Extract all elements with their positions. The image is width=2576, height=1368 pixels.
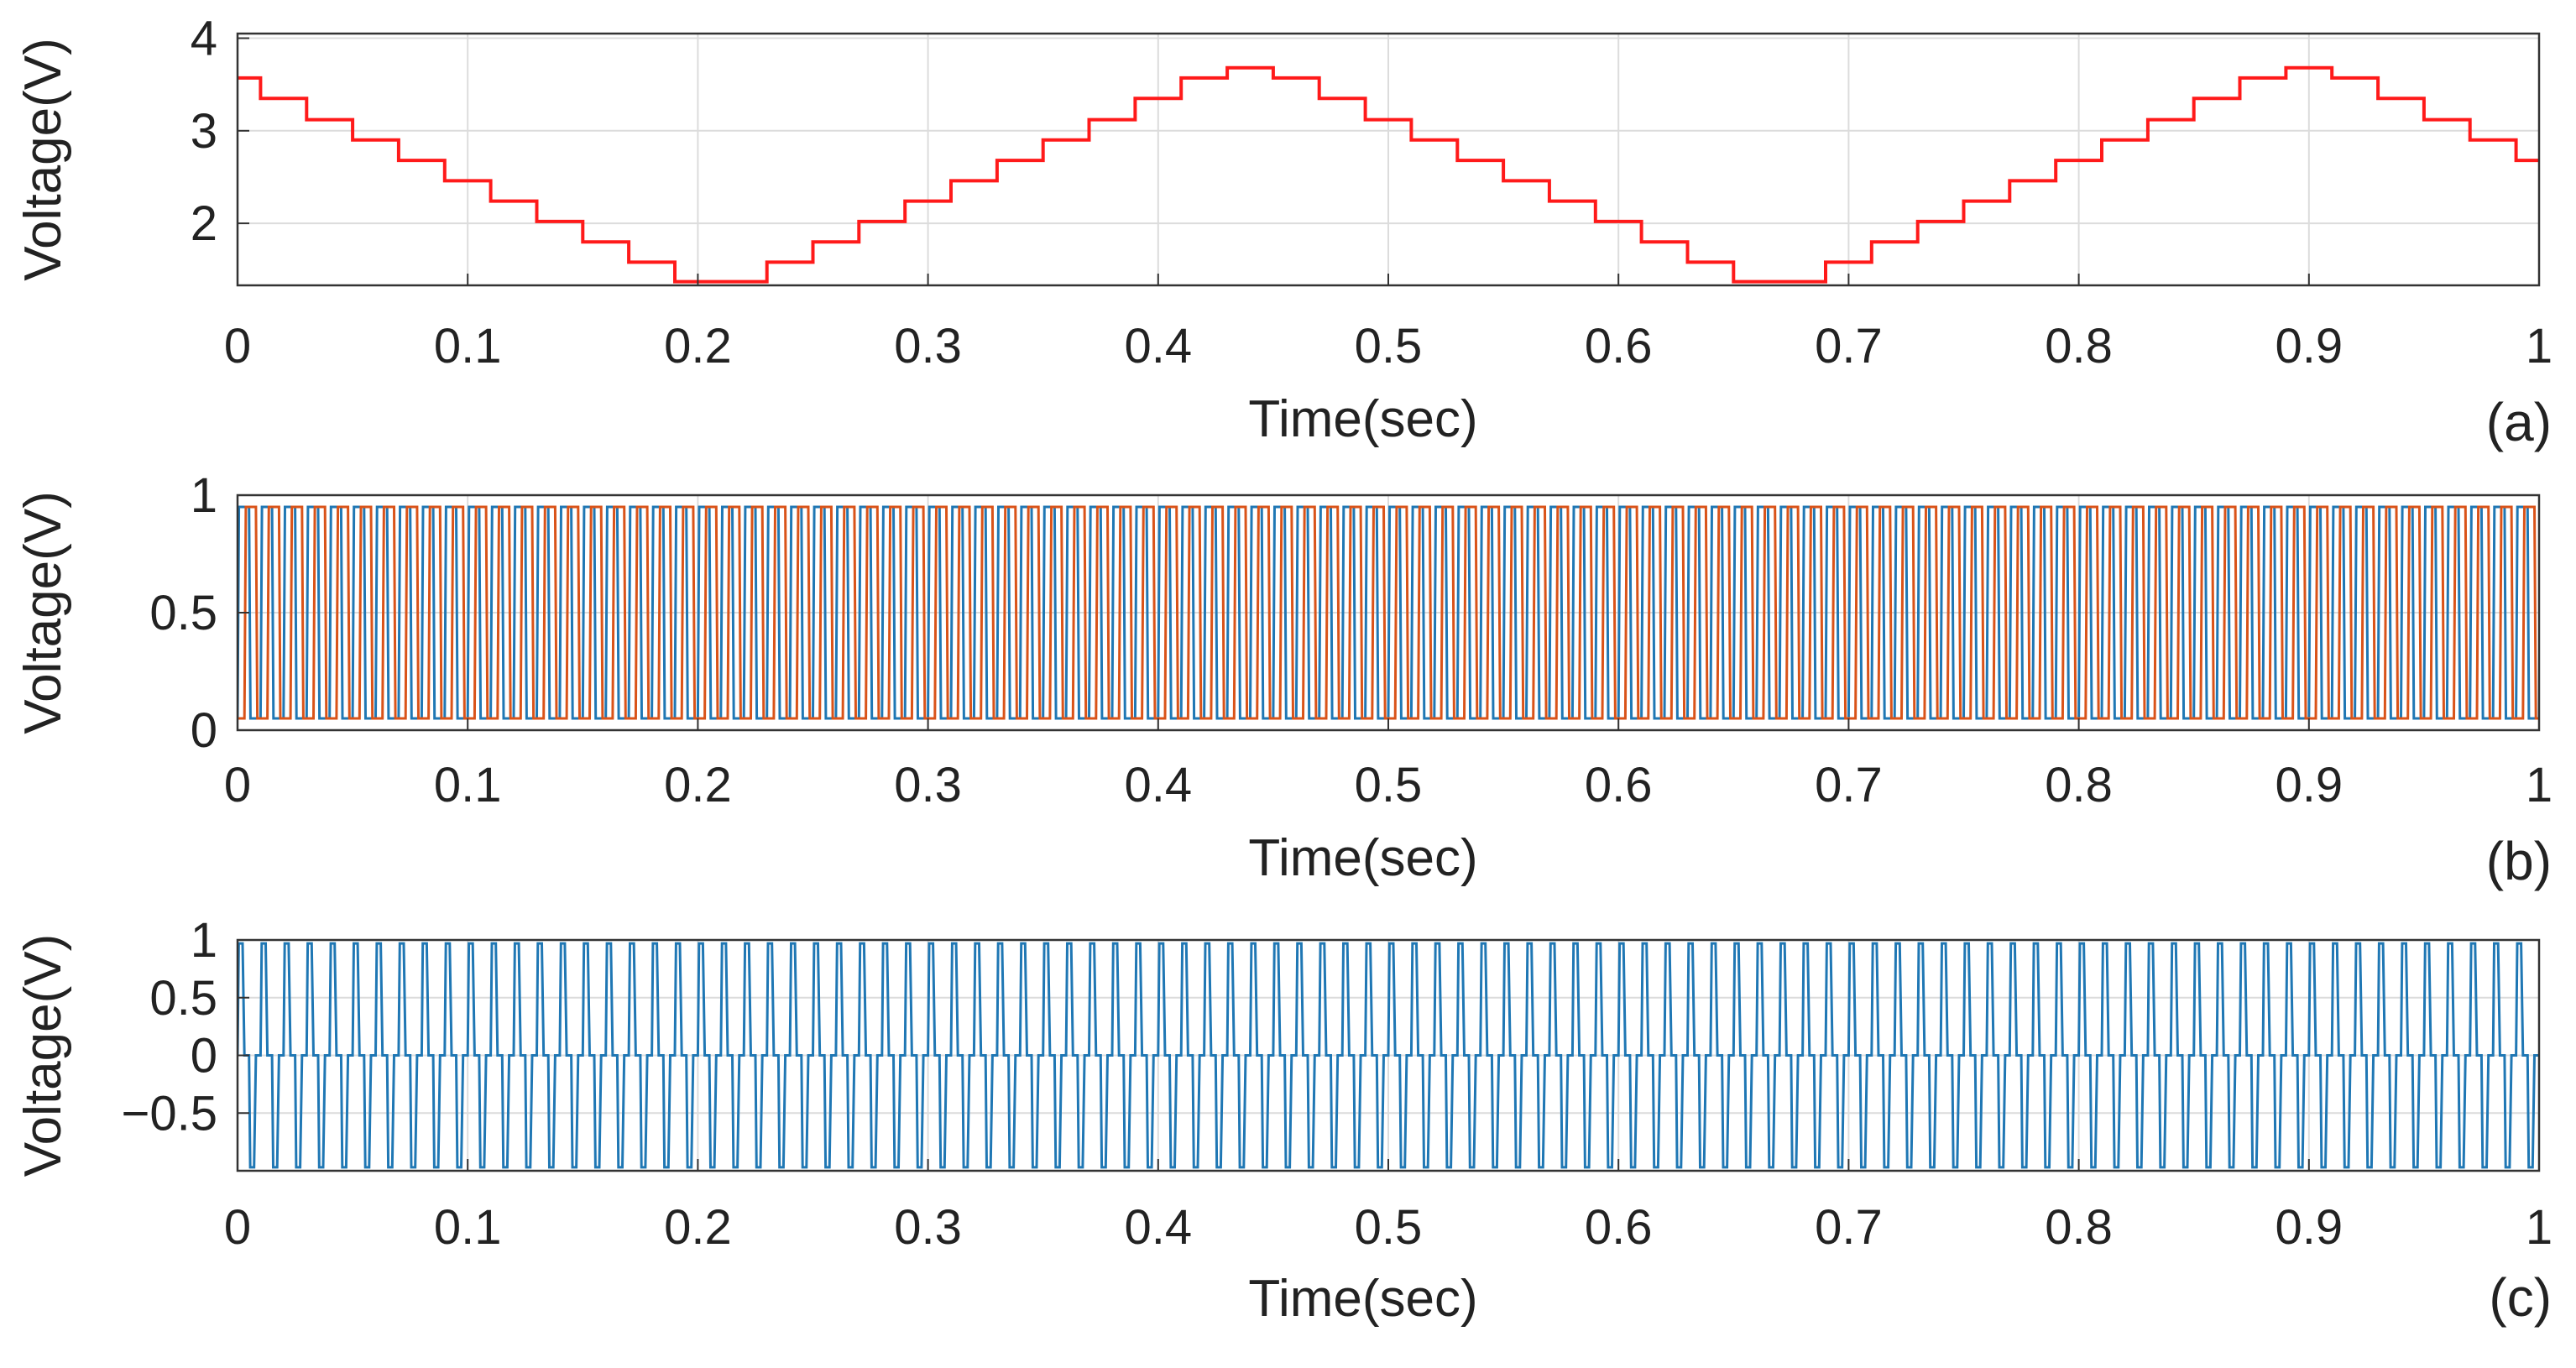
y-tick-label: 0.5 xyxy=(149,971,217,1026)
y-axis-label: Voltage(V) xyxy=(14,934,72,1177)
panel-b: 0 0.1 0.2 0.3 0.4 0.5 0.6 0.7 0.8 0.9 1 0 0.5 1 Time(s… xyxy=(14,468,2552,891)
panel-a: 0 0.1 0.2 0.3 0.4 0.5 0.6 0.7 0.8 0.9 1 2 3 4 Time(sec… xyxy=(14,12,2552,452)
y-tick-label: 0 xyxy=(191,703,217,758)
x-tick-label: 0.9 xyxy=(2275,758,2343,812)
x-tick-label: 0.8 xyxy=(2045,1200,2113,1255)
x-tick-label: 0 xyxy=(224,758,251,812)
x-axis-label: Time(sec) xyxy=(1248,390,1477,448)
x-tick-label: 0.7 xyxy=(1815,1200,1883,1255)
y-tick-label: 4 xyxy=(191,12,217,66)
x-tick-label: 0.5 xyxy=(1355,758,1423,812)
series-group xyxy=(238,505,2539,720)
x-tick-label: 0.2 xyxy=(664,1200,732,1255)
series-line-1 xyxy=(238,65,2539,284)
x-tick-label: 0.2 xyxy=(664,758,732,812)
panel-tag: (b) xyxy=(2486,831,2552,891)
x-tick-label: 0.4 xyxy=(1124,1200,1192,1255)
x-tick-label: 1 xyxy=(2526,1200,2552,1255)
panel-c: 0 0.1 0.2 0.3 0.4 0.5 0.6 0.7 0.8 0.9 1−0.500.51Ti… xyxy=(14,913,2552,1328)
x-tick-label: 0.3 xyxy=(894,1200,962,1255)
x-tick-label: 0 xyxy=(224,319,251,373)
series-line-1 xyxy=(238,942,2539,1169)
x-axis-label: Time(sec) xyxy=(1248,1270,1477,1328)
y-tick-label: −0.5 xyxy=(122,1086,218,1141)
x-tick-label: 0.5 xyxy=(1355,1200,1423,1255)
x-tick-label: 0.8 xyxy=(2045,758,2113,812)
x-tick-label: 0.1 xyxy=(434,319,502,373)
x-tick-label: 0.6 xyxy=(1585,758,1653,812)
y-tick-label: 3 xyxy=(191,104,217,159)
x-tick-label: 0.6 xyxy=(1585,1200,1653,1255)
x-tick-label: 0.3 xyxy=(894,758,962,812)
x-tick-label: 0.2 xyxy=(664,319,732,373)
panel-tag: (a) xyxy=(2486,392,2552,452)
y-tick-label: 0.5 xyxy=(149,586,217,640)
y-axis-label: Voltage(V) xyxy=(14,38,72,281)
x-tick-label: 0.9 xyxy=(2275,1200,2343,1255)
x-tick-label: 0.1 xyxy=(434,758,502,812)
x-axis-label: Time(sec) xyxy=(1248,829,1477,887)
x-tick-label: 0 xyxy=(224,1200,251,1255)
series-group xyxy=(238,942,2539,1169)
panel-tag: (c) xyxy=(2489,1267,2552,1328)
x-tick-label: 0.6 xyxy=(1585,319,1653,373)
x-tick-label: 1 xyxy=(2526,319,2552,373)
x-tick-label: 0.4 xyxy=(1124,319,1192,373)
y-tick-label: 2 xyxy=(191,196,217,251)
x-tick-label: 0.3 xyxy=(894,319,962,373)
series-line-2 xyxy=(238,505,2539,720)
y-tick-label: 0 xyxy=(191,1029,217,1083)
x-tick-label: 0.7 xyxy=(1815,319,1883,373)
y-tick-label: 1 xyxy=(191,913,217,968)
x-tick-label: 0.9 xyxy=(2275,319,2343,373)
y-axis-label: Voltage(V) xyxy=(14,491,72,734)
y-tick-label: 1 xyxy=(191,468,217,523)
x-tick-label: 0.1 xyxy=(434,1200,502,1255)
x-tick-label: 0.8 xyxy=(2045,319,2113,373)
x-tick-label: 1 xyxy=(2526,758,2552,812)
series-group xyxy=(238,65,2539,284)
x-tick-label: 0.5 xyxy=(1355,319,1423,373)
x-tick-label: 0.7 xyxy=(1815,758,1883,812)
x-tick-label: 0.4 xyxy=(1124,758,1192,812)
